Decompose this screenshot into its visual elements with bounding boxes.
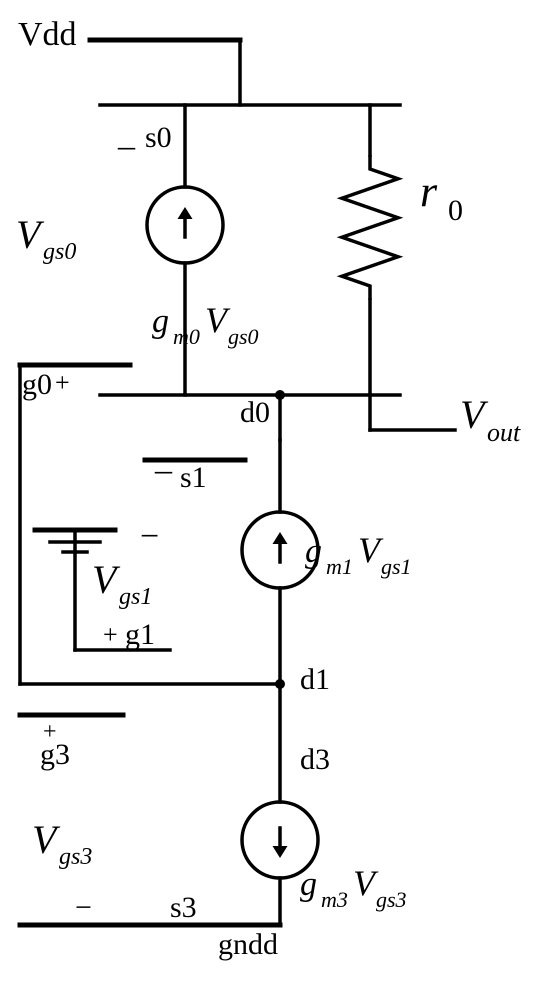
g3-label: g3 (40, 740, 70, 770)
vgs1-sub: gs1 (119, 585, 152, 609)
g1-label: g1 (125, 620, 155, 650)
s3-label: s3 (170, 893, 197, 923)
vout-V: V (460, 395, 484, 435)
gm3-gs: gs3 (376, 889, 407, 911)
r0-sub: 0 (448, 196, 463, 226)
gm3-g: g (300, 868, 317, 902)
s0-label: s0 (145, 123, 172, 153)
d1-label: d1 (300, 665, 330, 695)
vgs3-sub: gs3 (59, 845, 92, 869)
gm3-V: V (353, 865, 375, 901)
vdd-label: Vdd (18, 18, 77, 52)
gm0-gs: gs0 (228, 326, 259, 348)
d3-label: d3 (300, 745, 330, 775)
gm3-m: m3 (321, 889, 348, 911)
s1-minus: _ (155, 442, 172, 476)
r0-r: r (420, 170, 437, 214)
gndd-label: gndd (218, 930, 278, 960)
g1-ground-minus: − (140, 520, 159, 554)
d0-label: d0 (240, 398, 270, 428)
g0-plus: + (55, 370, 70, 396)
gm0-V: V (205, 302, 227, 338)
vgs0-sub: gs0 (43, 240, 76, 264)
s3-minus: − (75, 893, 92, 923)
vout-sub: out (487, 420, 520, 446)
gm0-m: m0 (173, 326, 200, 348)
vgs0-V: V (16, 215, 40, 255)
gm1-g: g (305, 535, 322, 569)
g0-label: g0 (22, 370, 52, 400)
s1-label: s1 (180, 463, 207, 493)
gm0-g: g (152, 305, 169, 339)
g1-plus: + (103, 622, 118, 648)
gm1-gs: gs1 (381, 556, 412, 578)
gm1-m: m1 (326, 556, 353, 578)
vgs1-V: V (92, 560, 116, 600)
vgs3-V: V (32, 820, 56, 860)
gm1-V: V (358, 532, 380, 568)
s0-minus: _ (118, 118, 135, 152)
